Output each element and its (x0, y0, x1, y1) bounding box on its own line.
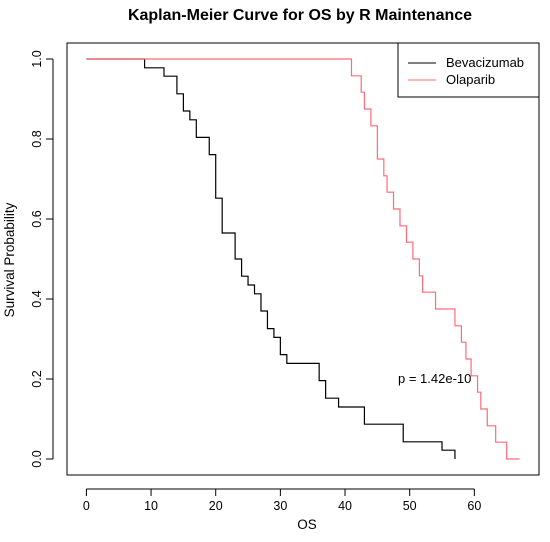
legend: Bevacizumab Olaparib (397, 42, 540, 98)
y-tick-label: 0.8 (30, 130, 44, 147)
x-tick-label: 20 (209, 499, 223, 513)
x-axis-title: OS (297, 517, 317, 532)
x-tick-label: 60 (467, 499, 481, 513)
legend-label-bevacizumab: Bevacizumab (446, 55, 524, 70)
km-curve-bevacizumab (86, 58, 456, 459)
legend-box (397, 42, 540, 98)
y-tick-label: 0.6 (30, 210, 44, 227)
y-axis: 0.0 0.2 0.4 0.6 0.8 1.0 (30, 50, 54, 468)
x-tick-label: 50 (403, 499, 417, 513)
x-tick-label: 30 (273, 499, 287, 513)
p-value-annotation: p = 1.42e-10 (398, 371, 471, 386)
series-layer (86, 58, 520, 460)
km-curve-olaparib (86, 58, 520, 460)
x-tick-label: 0 (83, 499, 90, 513)
chart-title: Kaplan-Meier Curve for OS by R Maintenan… (128, 7, 472, 24)
y-tick-label: 0.2 (30, 370, 44, 387)
y-axis-title: Survival Probability (2, 202, 17, 317)
y-tick-label: 0.4 (30, 290, 44, 307)
x-tick-label: 10 (144, 499, 158, 513)
y-tick-label: 0.0 (30, 450, 44, 467)
x-tick-label: 40 (338, 499, 352, 513)
plot-frame (66, 42, 540, 476)
legend-label-olaparib: Olaparib (446, 72, 495, 87)
x-axis: 0 10 20 30 40 50 60 (83, 488, 481, 513)
y-tick-label: 1.0 (30, 50, 44, 67)
